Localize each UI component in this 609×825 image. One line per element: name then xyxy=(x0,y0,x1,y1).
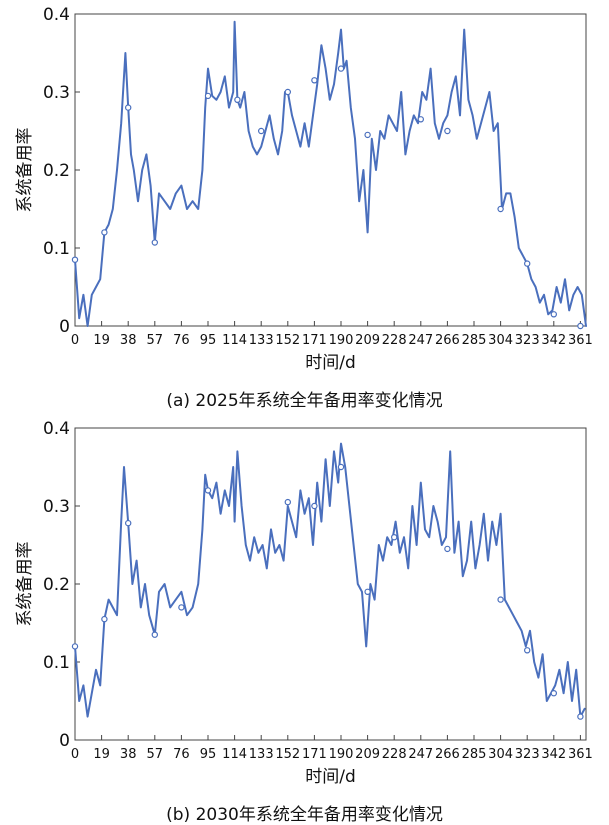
chart-2025: 00.10.20.30.40 19 38 57 76 95 114 133 152 171 190 2… xyxy=(15,5,593,373)
x-tick-label: 76 xyxy=(173,333,190,348)
x-tick-label: 228 xyxy=(382,747,407,762)
y-tick-label: 0.2 xyxy=(43,575,70,595)
x-tick-label: 209 xyxy=(355,333,380,348)
y-tick-label: 0.4 xyxy=(43,5,70,25)
x-tick-label: 342 xyxy=(541,747,566,762)
x-tick-label: 0 xyxy=(71,747,79,762)
x-tick-label: 342 xyxy=(541,333,566,348)
data-point-marker xyxy=(178,604,185,611)
x-tick-label: 57 xyxy=(147,333,164,348)
data-point-marker xyxy=(204,92,212,100)
x-tick-label: 95 xyxy=(200,333,217,348)
data-point-marker xyxy=(497,596,504,603)
x-tick-label: 19 xyxy=(93,747,110,762)
x-tick-label: 76 xyxy=(173,747,190,762)
data-point-marker xyxy=(101,229,108,236)
data-point-marker xyxy=(364,588,371,595)
y-tick-label: 0.1 xyxy=(43,239,70,259)
data-point-marker xyxy=(124,519,132,527)
data-point-marker xyxy=(364,131,371,139)
data-point-marker xyxy=(258,127,265,135)
data-point-marker xyxy=(284,88,291,96)
x-tick-label: 361 xyxy=(568,747,593,762)
y-tick-label: 0 xyxy=(59,731,70,751)
data-point-marker xyxy=(550,311,558,318)
x-tick-label: 95 xyxy=(200,747,217,762)
x-tick-label: 266 xyxy=(435,333,460,348)
x-tick-label: 285 xyxy=(462,333,487,348)
y-axis-label: 系统备用率 xyxy=(15,542,35,627)
caption-2025: (a) 2025年系统全年备用率变化情况 xyxy=(166,391,443,411)
data-point-marker xyxy=(124,104,132,111)
y-tick-label: 0 xyxy=(59,317,70,337)
data-point-marker xyxy=(234,96,241,104)
y-tick-label: 0.1 xyxy=(43,653,70,673)
x-tick-label: 285 xyxy=(462,747,487,762)
x-tick-label: 228 xyxy=(382,333,407,348)
x-tick-label: 361 xyxy=(568,333,593,348)
data-point-marker xyxy=(151,239,158,246)
y-axis-label: 系统备用率 xyxy=(15,128,35,213)
data-point-marker xyxy=(524,647,531,654)
x-axis-label: 时间/d xyxy=(305,767,356,787)
data-point-marker xyxy=(311,77,318,84)
x-tick-label: 209 xyxy=(355,747,380,762)
x-tick-label: 19 xyxy=(93,333,110,348)
x-tick-label: 190 xyxy=(329,333,354,348)
data-point-marker xyxy=(151,631,158,638)
x-tick-label: 152 xyxy=(275,333,300,348)
x-tick-label: 57 xyxy=(147,747,164,762)
data-point-marker xyxy=(497,205,504,213)
y-tick-label: 0.4 xyxy=(43,419,70,439)
x-tick-label: 38 xyxy=(120,747,137,762)
x-tick-label: 114 xyxy=(222,747,247,762)
data-point-marker xyxy=(444,545,451,553)
plot-frame xyxy=(74,13,587,327)
data-point-marker xyxy=(337,463,345,471)
x-axis-label: 时间/d xyxy=(305,353,356,373)
caption-2030: (b) 2030年系统全年备用率变化情况 xyxy=(166,805,443,825)
x-tick-label: 247 xyxy=(408,333,433,348)
x-tick-label: 171 xyxy=(302,747,327,762)
x-tick-label: 323 xyxy=(515,747,540,762)
x-tick-label: 266 xyxy=(435,747,460,762)
y-tick-label: 0.3 xyxy=(43,497,70,517)
data-point-marker xyxy=(524,260,531,267)
series-line xyxy=(74,442,586,718)
x-tick-label: 152 xyxy=(275,747,300,762)
x-tick-label: 323 xyxy=(515,333,540,348)
data-point-marker xyxy=(284,498,291,506)
data-point-marker xyxy=(337,65,345,72)
data-point-marker xyxy=(577,322,584,330)
x-tick-label: 171 xyxy=(302,333,327,348)
y-tick-label: 0.2 xyxy=(43,161,70,181)
series-line xyxy=(74,20,587,327)
x-tick-label: 38 xyxy=(120,333,137,348)
x-tick-label: 114 xyxy=(222,333,247,348)
data-point-marker xyxy=(71,643,79,650)
x-tick-label: 133 xyxy=(249,333,274,348)
data-point-marker xyxy=(391,533,398,541)
data-point-marker xyxy=(311,502,318,510)
data-point-marker xyxy=(444,127,451,135)
data-point-marker xyxy=(71,256,79,263)
x-tick-label: 304 xyxy=(488,747,513,762)
data-point-marker xyxy=(577,713,584,720)
x-tick-label: 190 xyxy=(329,747,354,762)
data-point-marker xyxy=(417,116,424,123)
data-point-marker xyxy=(101,615,108,623)
data-point-marker xyxy=(204,487,212,494)
x-tick-label: 0 xyxy=(71,333,79,348)
x-tick-label: 304 xyxy=(488,333,513,348)
x-tick-label: 133 xyxy=(249,747,274,762)
plot-frame xyxy=(74,427,587,741)
data-point-marker xyxy=(550,690,558,697)
chart-2030: 00.10.20.30.40 19 38 57 76 95 114 133 152 171 190 2… xyxy=(15,419,593,787)
x-tick-label: 247 xyxy=(408,747,433,762)
y-tick-label: 0.3 xyxy=(43,83,70,103)
